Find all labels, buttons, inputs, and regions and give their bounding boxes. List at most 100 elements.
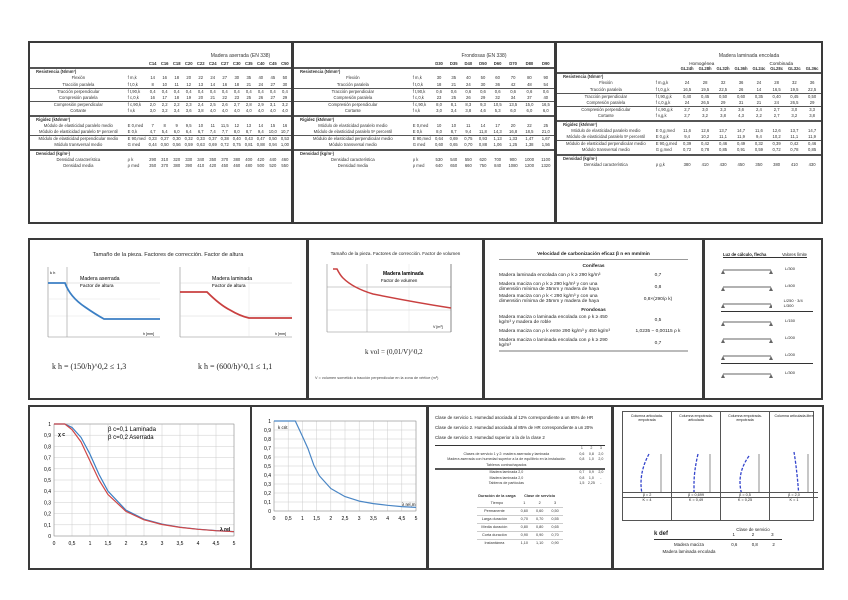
cell-value: 2,2 (755, 113, 762, 119)
cell-value: 4,0 (282, 108, 288, 114)
cell-value: 0,47 (254, 135, 267, 143)
cell-value: 22 (198, 75, 204, 81)
cell-value: 1100 (541, 156, 551, 162)
property-label: Tracción perpendicular (294, 87, 412, 96)
cell-value: 0,56 (172, 142, 181, 148)
cell-value: 2,7 (678, 106, 697, 114)
table-row: Densidad característica ρ g,k 380 410 430 450… (557, 162, 821, 168)
property-symbol: f v,g,k (655, 113, 667, 119)
cell-value: 0,6 (461, 87, 476, 96)
height-factor-charts: Madera aserrada Factor de altura k h h [… (47, 267, 292, 338)
cell-value: 0,60 (732, 92, 751, 101)
cell-value: 410 (197, 163, 205, 169)
table-row: Módulo de elasticidad paralelo medio E 0,… (30, 123, 291, 129)
cell-value: 0,72 (683, 147, 692, 153)
cell-value: 15,0 (521, 101, 538, 109)
cell-value: 0,6 (475, 87, 491, 96)
panel-lateral-buckling: 0 0,1 0,2 0,3 0,4 0,5 0,6 0,7 0,8 0,9 1 0 0,5 1 1,5 2 2,… (250, 405, 428, 570)
cell-value: 0,27 (158, 135, 171, 143)
svg-text:λ rel: λ rel (220, 527, 231, 533)
cell-value: 20 (198, 95, 204, 101)
panel-volume-factor: Tamaño de la pieza. Factores de correcci… (307, 238, 484, 400)
property-label: Tracción perpendicular (30, 87, 127, 96)
cell-value: 350 (209, 156, 217, 162)
table-row: Corta duración 0,90 0,90 0,70 (477, 531, 563, 539)
cell-value: 3,8 (809, 113, 816, 119)
cell-value: 28 (774, 80, 779, 86)
svg-text:h [mm]: h [mm] (143, 332, 154, 336)
cell-value: 0,6 (490, 87, 505, 96)
deflection-row: L/150 (721, 311, 813, 329)
column-case: Columna empotrada-empotrada β = 0,5 K = … (721, 412, 770, 520)
cell-value: 3,0 (149, 108, 156, 114)
cell-value: 50 (480, 75, 486, 81)
panel-deflection-limits: Luz de cálculo, flecha Valores límite L/… (703, 238, 823, 400)
cell-value: 40 (466, 75, 471, 81)
cell-value: 60 (495, 75, 500, 81)
cell-value: 5,4 (161, 129, 168, 135)
svg-text:0,6: 0,6 (44, 467, 51, 473)
cell-value: 1,67 (537, 135, 554, 143)
table-row: Compresión paralela f c,0,k 16 17 18 19 20 21 22… (30, 95, 291, 102)
cell-value: 0,6 (431, 87, 447, 96)
cell-value: 0,46 (714, 140, 733, 148)
table-row: Módulo de elasticidad perpendicular medi… (294, 135, 554, 143)
svg-text:Factor de altura: Factor de altura (212, 283, 246, 289)
panel-charring-rate: Velocidad de carbonización eficaz β n en… (483, 238, 704, 400)
cell-value: 13,7 (718, 127, 728, 133)
table-row: Flexión f m,k 30 35 40 50 60 70 80 90 (294, 75, 554, 81)
property-symbol: G med (412, 142, 426, 148)
cell-value: 0,23 (146, 135, 159, 143)
cell-value: 10 (451, 122, 457, 128)
cell-value: 320 (173, 156, 181, 162)
cell-value: 1,25 (509, 142, 518, 148)
cell-value: 0,81 (244, 142, 253, 148)
group-label: Rigidez (kN/mm²) (30, 114, 291, 123)
property-symbol: E 0,g,med (655, 127, 675, 133)
class-header: C50 (281, 61, 289, 66)
svg-text:0,5: 0,5 (264, 464, 271, 470)
property-label: Módulo transversal medio (581, 147, 630, 153)
cell-value: 25 (451, 95, 457, 101)
cell-value: 1000 (524, 156, 535, 162)
cell-value: 380 (683, 161, 691, 167)
property-label: Flexión (346, 75, 360, 81)
panel-buckling-curve: 0 0,1 0,2 0,3 0,4 0,5 0,6 0,7 0,8 0,9 1 0 0,5 1 1,5 2 2,… (28, 405, 252, 570)
class-header: D70 (509, 61, 517, 66)
cell-value: 19,5 (701, 86, 710, 92)
deflection-header-left: Luz de cálculo, flecha (723, 252, 767, 257)
cell-value: 9,4 (257, 129, 264, 135)
cell-value: 24 (258, 81, 264, 87)
property-symbol: E 0,k (127, 129, 138, 135)
property-symbol: f m,k (412, 75, 422, 81)
cell-value: 0,85 (808, 147, 817, 153)
cell-value: 27 (270, 81, 276, 87)
cell-value: 17 (495, 122, 500, 128)
cell-value: 0,33 (194, 135, 207, 143)
cell-value: 750 (479, 163, 487, 169)
table-row: Módulo transversal medio G med 0,44 0,50 0,5… (30, 142, 291, 149)
cell-value: 27 (270, 95, 276, 101)
property-symbol: ρ med (412, 163, 425, 169)
table-row: Módulo transversal medio G med 0,60 0,65 0,7… (294, 142, 554, 149)
cell-value: 9 (175, 122, 178, 128)
cell-value: 2,4 (750, 106, 768, 114)
cell-value: 19,5 (790, 86, 799, 92)
table-row: Tracción perpendicular f t,90,k 0,6 0,6 0,6 0… (294, 87, 554, 96)
cell-value: 37 (527, 95, 532, 101)
cell-value: 9,4 (755, 134, 762, 140)
svg-text:Madera aserrada: Madera aserrada (80, 276, 120, 282)
class-header: D30 (435, 61, 443, 66)
svg-text:0,1: 0,1 (44, 523, 51, 529)
cell-value: 70 (510, 75, 516, 81)
table-row: Clases de servicio 1 y 2: madera aserrad… (463, 451, 604, 456)
property-label: Densidad característica (330, 156, 375, 162)
charring-row: Madera maciza con ρ k ≥ 290 kg/m³ y con … (499, 282, 662, 292)
cell-value: 14 (210, 81, 216, 87)
property-label: Compresión paralela (59, 95, 98, 101)
cell-value: 14 (756, 86, 762, 92)
panel-title: Frondosas (EN 338) (461, 53, 507, 59)
service-class-line: Clase de servicio 1. Humedad asociada al… (435, 415, 594, 420)
cell-value: 900 (509, 156, 517, 162)
class-header: D60 (493, 61, 502, 66)
